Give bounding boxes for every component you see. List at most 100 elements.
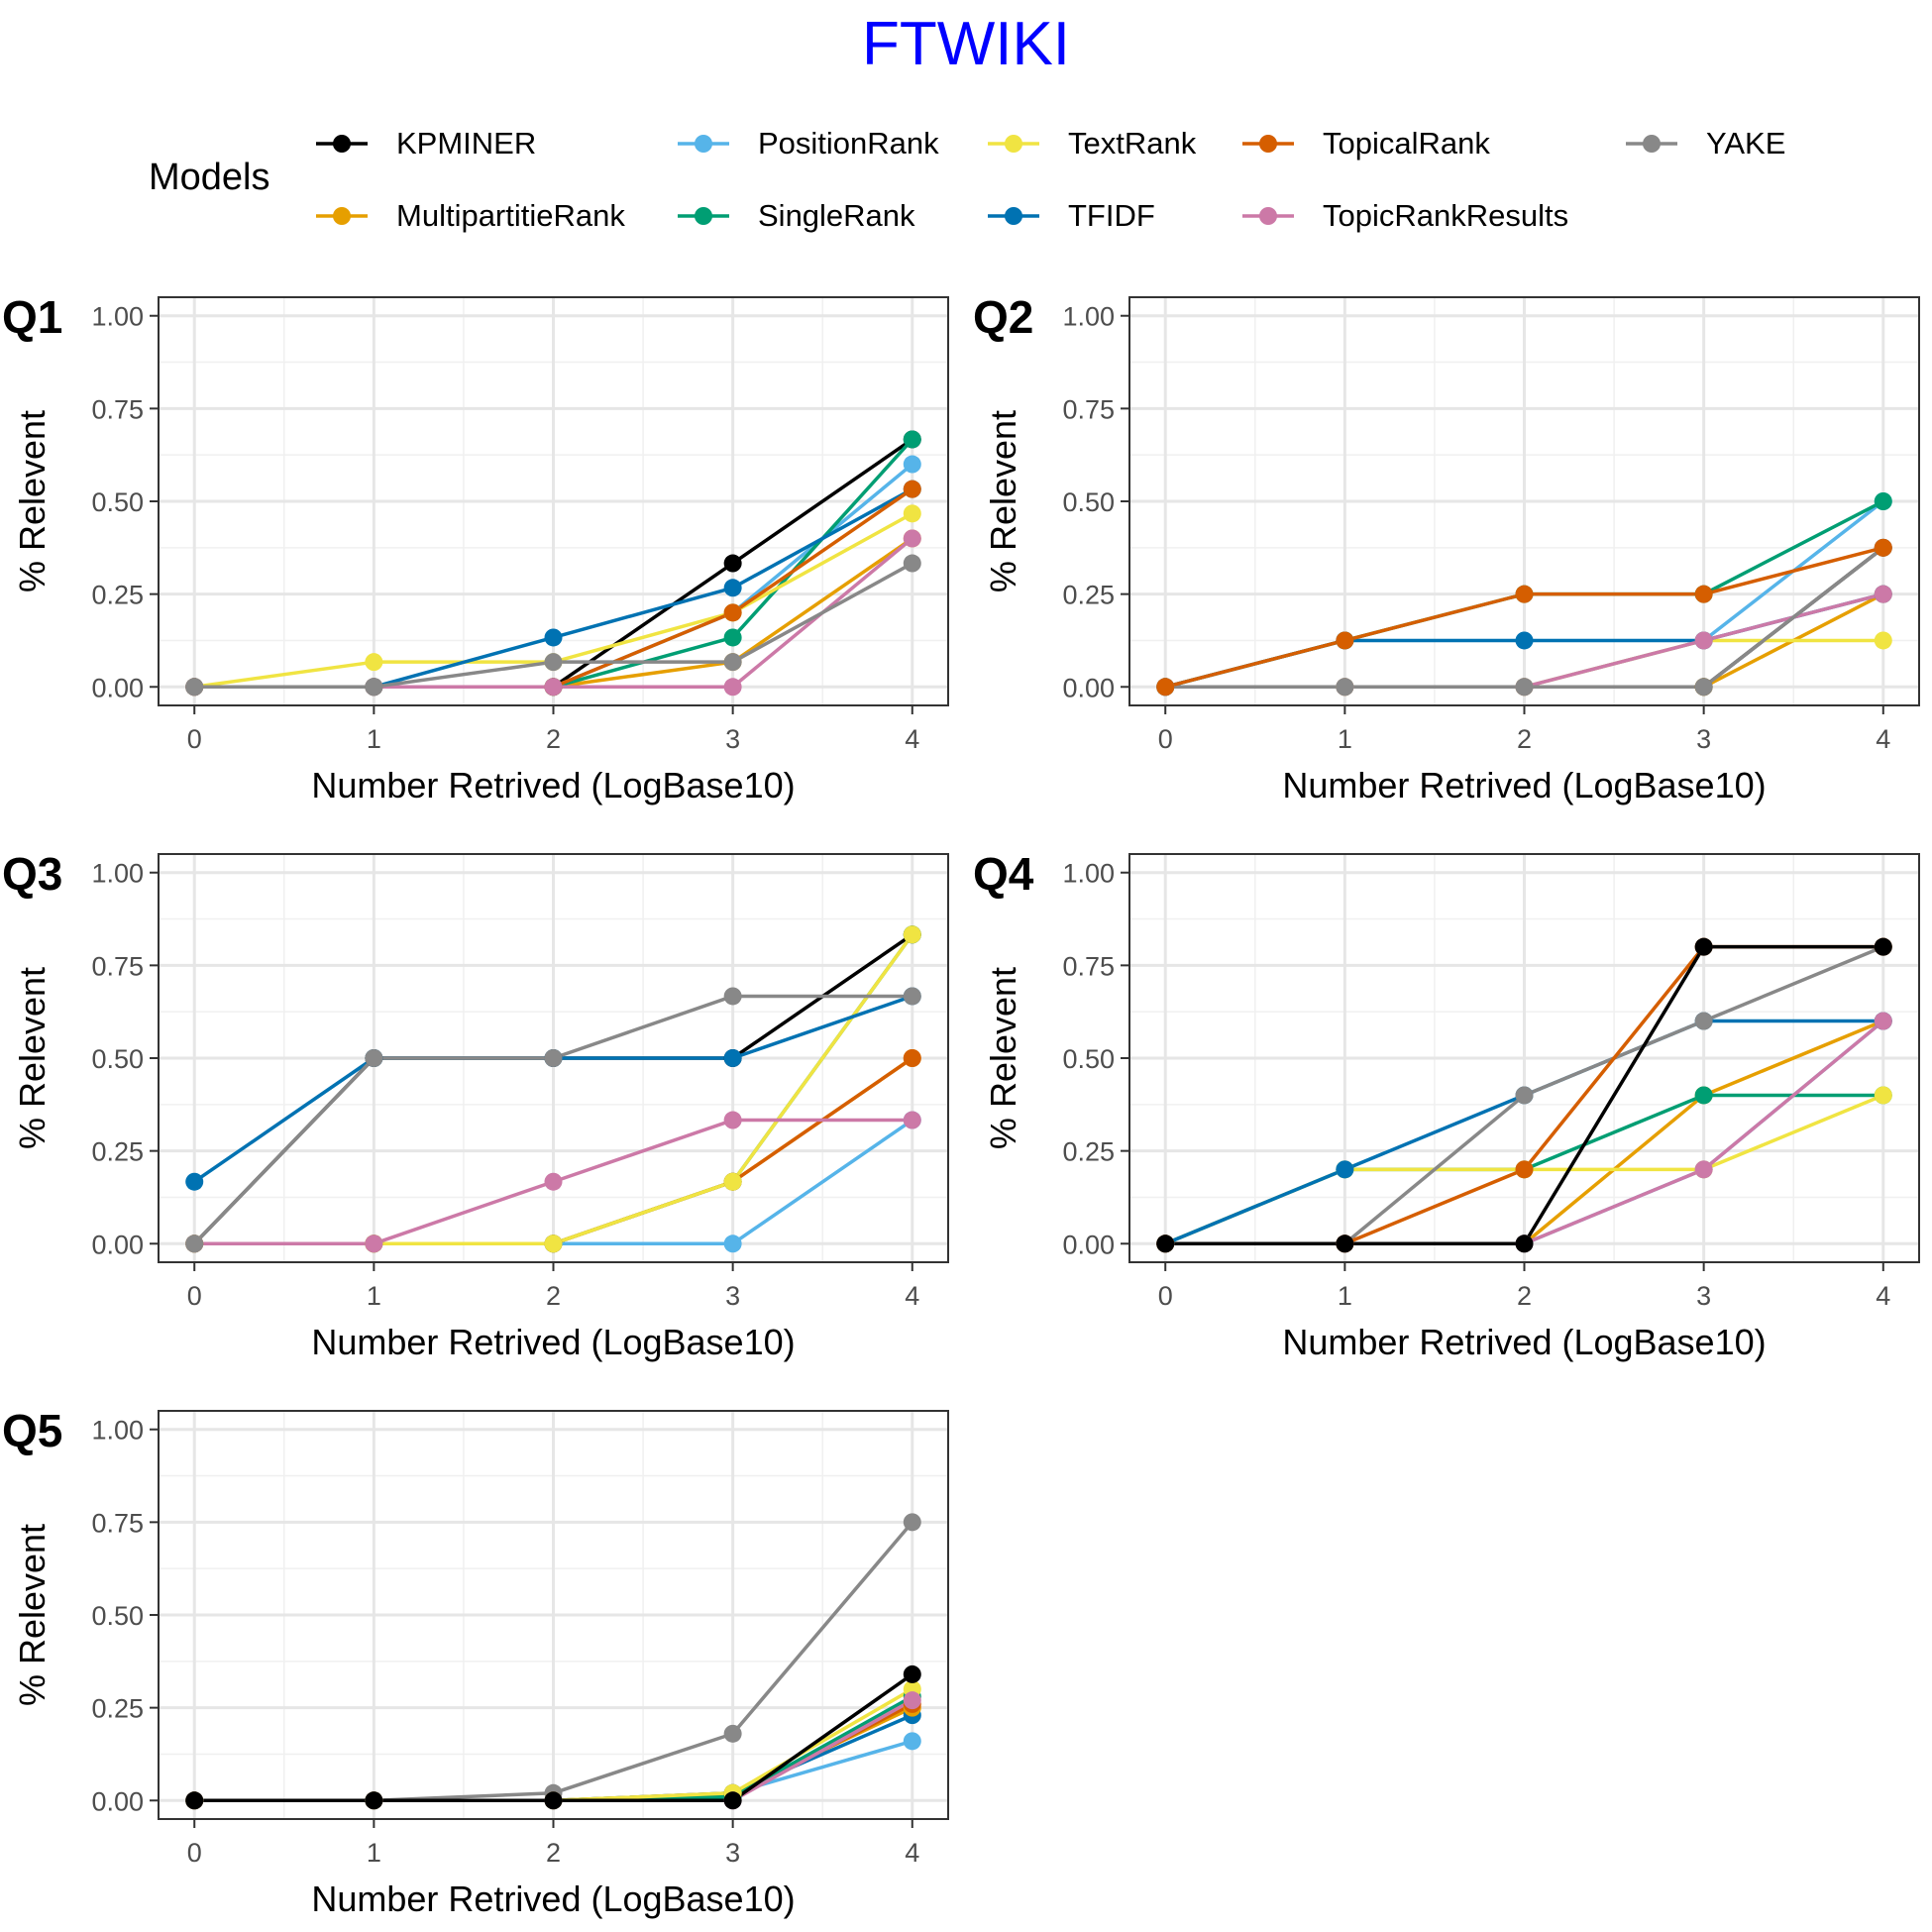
data-point-yake [1515,678,1534,697]
data-point-kpminer [185,1791,204,1810]
legend-key [1626,135,1677,153]
x-tick-label: 4 [905,724,919,754]
data-point-positionrank [723,1234,742,1253]
legend-key-point [333,135,351,153]
data-point-tfidf [185,1172,204,1191]
data-point-singlerank [723,628,742,647]
x-tick-label: 3 [725,1838,740,1868]
legend-key [316,135,368,153]
data-point-yake [185,1234,204,1253]
y-tick-label: 0.00 [91,1786,144,1816]
data-point-topicalrank [903,480,921,498]
legend-label: TFIDF [1068,198,1155,233]
data-point-topicalrank [1874,538,1892,557]
y-axis-label: % Relevent [983,967,1023,1149]
x-tick-label: 0 [1158,724,1173,754]
data-point-topicalrank [1515,585,1534,603]
data-point-yake [903,987,921,1006]
x-tick-label: 1 [367,724,381,754]
legend-key-point [1005,207,1022,225]
x-axis-label: Number Retrived (LogBase10) [311,1322,795,1362]
y-tick-label: 0.25 [91,1137,144,1167]
data-point-tfidf [1515,631,1534,650]
x-tick-label: 4 [1876,1281,1890,1311]
x-tick-label: 4 [905,1281,919,1311]
legend-key-point [1259,207,1277,225]
panel-label: Q5 [2,1405,62,1456]
data-point-kpminer [1156,1234,1175,1253]
data-point-textrank [365,653,383,672]
data-point-kpminer [544,1791,563,1810]
y-tick-label: 1.00 [1062,859,1115,889]
data-point-tfidf [723,1049,742,1067]
data-point-yake [544,653,563,672]
data-point-yake [903,554,921,573]
data-point-topicalrank [1694,585,1713,603]
y-tick-label: 0.75 [1062,394,1115,424]
x-tick-label: 2 [546,1838,561,1868]
data-point-positionrank [903,455,921,474]
y-tick-label: 0.50 [91,1601,144,1631]
x-axis-label: Number Retrived (LogBase10) [1282,765,1766,805]
y-axis-label: % Relevent [12,1524,53,1706]
x-axis-label: Number Retrived (LogBase10) [311,765,795,805]
x-tick-label: 3 [725,1281,740,1311]
chart-panel-q4: 0 1 2 3 4 0.00 0.25 0.50 0.75 1.00 Number Retrived… [973,848,1920,1362]
x-tick-label: 2 [546,724,561,754]
data-point-tfidf [544,628,563,647]
panel-label: Q1 [2,291,62,343]
y-tick-label: 0.25 [1062,581,1115,610]
data-point-textrank [723,1172,742,1191]
data-point-topicalrank [1515,1160,1534,1179]
y-tick-label: 0.25 [91,581,144,610]
y-tick-label: 0.00 [91,1230,144,1259]
y-tick-label: 0.25 [91,1694,144,1724]
legend-label: YAKE [1706,126,1786,161]
data-point-topicrankresults [903,1691,921,1710]
data-point-topicrankresults [544,678,563,697]
data-point-yake [365,678,383,697]
data-point-textrank [903,504,921,523]
y-tick-label: 1.00 [91,859,144,889]
legend-key [988,207,1039,225]
data-point-tfidf [1336,1160,1354,1179]
y-tick-label: 1.00 [91,1416,144,1446]
legend-title: Models [149,157,270,198]
data-point-topicrankresults [544,1172,563,1191]
y-tick-label: 0.00 [1062,1230,1115,1259]
y-tick-label: 0.00 [91,673,144,702]
data-point-topicrankresults [1874,585,1892,603]
x-tick-label: 3 [1696,1281,1711,1311]
x-tick-label: 0 [187,1281,202,1311]
data-point-yake [723,653,742,672]
data-point-kpminer [1874,937,1892,956]
legend-key-point [695,207,712,225]
data-point-topicrankresults [1694,1160,1713,1179]
data-point-singlerank [1694,1086,1713,1105]
page-title: FTWIKI [861,10,1071,78]
y-tick-label: 0.75 [91,1508,144,1538]
data-point-kpminer [1515,1234,1534,1253]
data-point-yake [544,1049,563,1067]
y-tick-label: 0.50 [1062,1044,1115,1074]
x-axis-label: Number Retrived (LogBase10) [311,1878,795,1919]
x-axis-label: Number Retrived (LogBase10) [1282,1322,1766,1362]
y-tick-label: 0.75 [91,951,144,981]
x-tick-label: 0 [187,724,202,754]
x-tick-label: 1 [367,1281,381,1311]
y-tick-label: 0.75 [91,394,144,424]
data-point-topicrankresults [903,529,921,548]
data-point-tfidf [723,579,742,597]
y-tick-label: 0.25 [1062,1137,1115,1167]
legend-key-point [1259,135,1277,153]
data-point-yake [723,1724,742,1743]
data-point-yake [1336,678,1354,697]
data-point-yake [723,987,742,1006]
x-tick-label: 1 [367,1838,381,1868]
y-axis-label: % Relevent [983,410,1023,592]
data-point-kpminer [1336,1234,1354,1253]
data-point-yake [1515,1086,1534,1105]
y-tick-label: 0.75 [1062,951,1115,981]
legend-key [1242,207,1294,225]
data-point-yake [903,1513,921,1532]
